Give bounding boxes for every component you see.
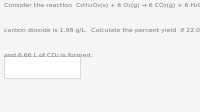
Text: Consider the reaction  C₆H₁₂O₆(s) + 6 O₂(g) → 6 CO₂(g) + 6 H₂O(l).  The density : Consider the reaction C₆H₁₂O₆(s) + 6 O₂(… <box>4 3 200 8</box>
FancyBboxPatch shape <box>4 56 80 78</box>
Text: and 6.66 L of CO₂ is formed.: and 6.66 L of CO₂ is formed. <box>4 53 92 58</box>
Text: carbon dioxide is 1.98 g/L.  Calculate the percent yield  if 22.0 g of C₆H₁₂O₆ r: carbon dioxide is 1.98 g/L. Calculate th… <box>4 28 200 33</box>
